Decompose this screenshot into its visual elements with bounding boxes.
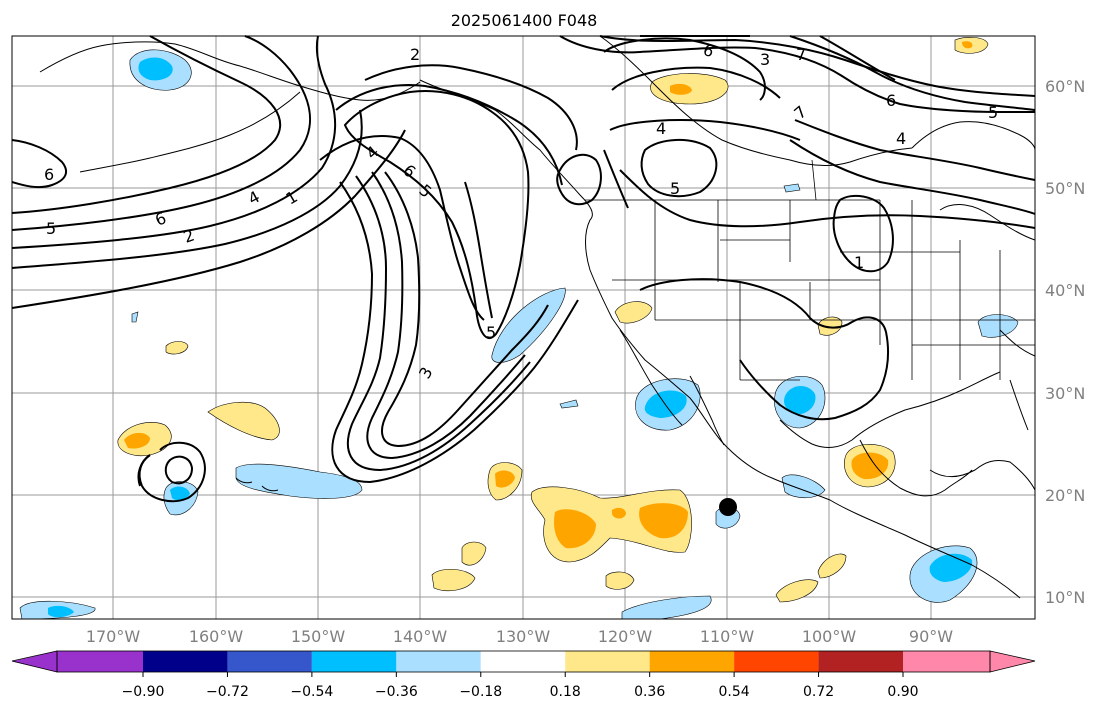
contour-labels: 1 2 2 3 3 4 4 4 4 5 5 5 5 5 6 6 6 6 6 7 … xyxy=(44,40,998,382)
colorbar-tick-label: 0.18 xyxy=(550,684,581,700)
lat-label: 60°N xyxy=(1045,77,1085,96)
anomaly-fill-patches xyxy=(19,37,1019,620)
lat-label: 20°N xyxy=(1045,486,1085,505)
lat-label: 40°N xyxy=(1045,281,1085,300)
lat-label: 30°N xyxy=(1045,384,1085,403)
colorbar-segment xyxy=(12,651,57,672)
colorbar-segment xyxy=(311,651,397,672)
colorbar-tick-label: 0.72 xyxy=(803,684,834,700)
map-frame xyxy=(11,35,1036,620)
colorbar: −0.90 −0.72 −0.54 −0.36 −0.18 0.18 0.36 0.54 0.7… xyxy=(11,650,1036,700)
lon-label: 150°W xyxy=(291,627,346,646)
contour-label: 7 xyxy=(796,45,806,64)
map-panel: 1 2 2 3 3 4 4 4 4 5 5 5 5 5 6 6 6 6 6 7 … xyxy=(11,34,1036,620)
lon-label: 170°W xyxy=(86,627,141,646)
contour-label: 5 xyxy=(486,323,496,342)
colorbar-tick-label: 0.90 xyxy=(887,684,918,700)
colorbar-tick-label: 0.54 xyxy=(719,684,750,700)
figure-title: 2025061400 F048 xyxy=(451,11,598,30)
colorbar-segment xyxy=(480,651,566,672)
lon-label: 130°W xyxy=(496,627,551,646)
contour-label: 6 xyxy=(44,165,54,184)
height-contours xyxy=(11,34,1036,503)
lon-label: 110°W xyxy=(700,627,755,646)
contour-label: 4 xyxy=(896,129,906,148)
lon-label: 120°W xyxy=(598,627,653,646)
contour-label: 3 xyxy=(760,50,770,69)
location-marker xyxy=(719,498,737,516)
colorbar-segment xyxy=(649,651,735,672)
lon-label: 140°W xyxy=(393,627,448,646)
colorbar-ticks: −0.90 −0.72 −0.54 −0.36 −0.18 0.18 0.36 0.54 0.7… xyxy=(122,672,919,700)
colorbar-segment xyxy=(396,651,481,672)
longitude-labels: 170°W 160°W 150°W 140°W 130°W 120°W 110°… xyxy=(86,627,953,646)
coastlines xyxy=(39,35,1036,599)
latitude-labels: 60°N 50°N 40°N 30°N 20°N 10°N xyxy=(1045,77,1085,607)
colorbar-segment xyxy=(143,651,228,672)
colorbar-tick-label: −0.90 xyxy=(122,684,165,700)
lon-label: 90°W xyxy=(909,627,953,646)
colorbar-segment xyxy=(227,651,312,672)
contour-label: 6 xyxy=(886,91,896,110)
colorbar-segment xyxy=(818,651,903,672)
colorbar-tick-label: 0.36 xyxy=(634,684,665,700)
colorbar-segment xyxy=(903,651,990,672)
contour-label: 5 xyxy=(988,103,998,122)
colorbar-segments xyxy=(12,651,1035,672)
lon-label: 100°W xyxy=(802,627,857,646)
colorbar-segment xyxy=(565,651,650,672)
lon-label: 160°W xyxy=(189,627,244,646)
colorbar-tick-label: −0.36 xyxy=(375,684,418,700)
lat-label: 50°N xyxy=(1045,179,1085,198)
contour-label: 5 xyxy=(46,219,56,238)
colorbar-tick-label: −0.54 xyxy=(290,684,333,700)
colorbar-tick-label: −0.72 xyxy=(206,684,249,700)
colorbar-segment xyxy=(990,651,1035,672)
lat-label: 10°N xyxy=(1045,588,1085,607)
contour-label: 5 xyxy=(670,179,680,198)
contour-label: 4 xyxy=(656,119,666,138)
state-borders xyxy=(585,159,1035,381)
colorbar-segment xyxy=(734,651,819,672)
contour-label: 1 xyxy=(854,253,864,272)
colorbar-segment xyxy=(57,651,143,672)
contour-label: 2 xyxy=(410,45,420,64)
colorbar-tick-label: −0.18 xyxy=(459,684,502,700)
